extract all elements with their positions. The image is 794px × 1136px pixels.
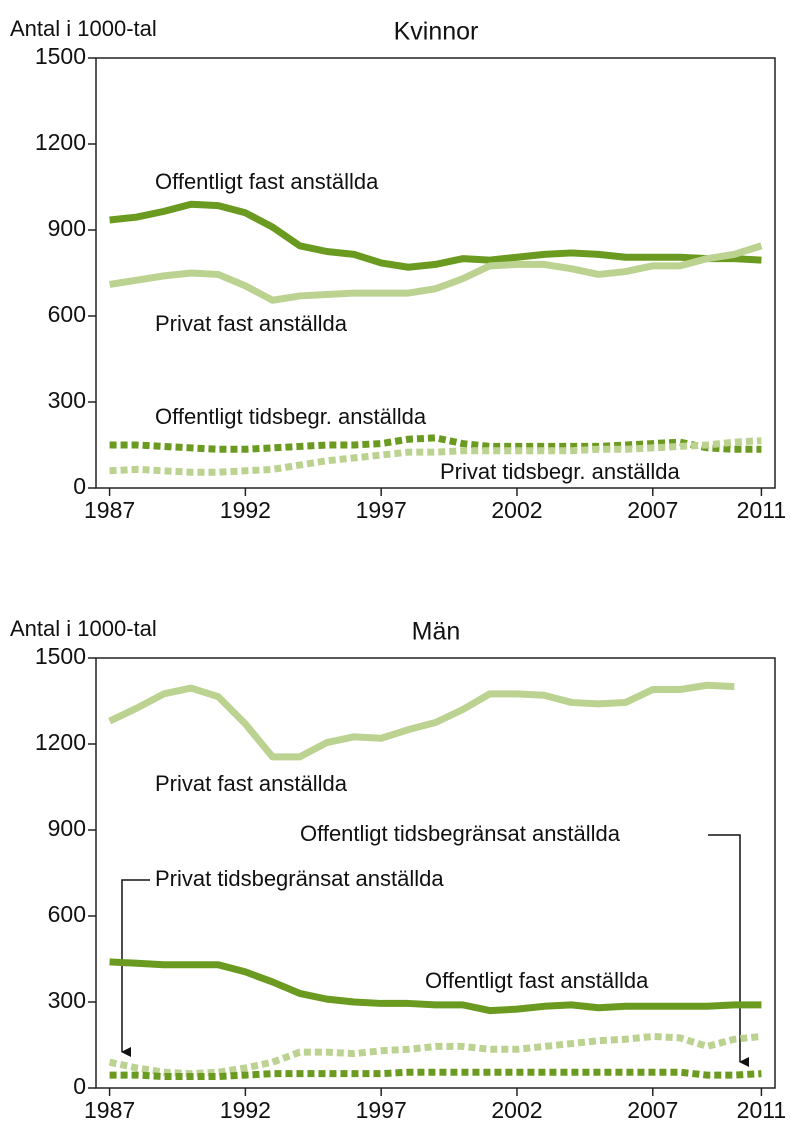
- series-label: Offentligt tidsbegr. anställda: [155, 404, 427, 429]
- x-tick-label: 2007: [627, 1097, 678, 1123]
- x-tick-label: 1992: [220, 497, 271, 523]
- line: [109, 437, 762, 476]
- x-tick-label: 2011: [737, 1097, 786, 1123]
- y-axis-label: Antal i 1000-tal: [10, 16, 157, 41]
- line: [109, 434, 762, 453]
- series-label: Offentligt fast anställda: [425, 968, 649, 993]
- chart-title: Män: [412, 618, 461, 646]
- x-tick-label: 1997: [356, 1097, 407, 1123]
- arrow: [708, 834, 749, 1067]
- x-tick-label: 1987: [84, 1097, 135, 1123]
- arrow: [121, 879, 150, 1057]
- plot-frame: [95, 657, 776, 1089]
- y-tick-label: 1200: [35, 729, 86, 755]
- y-tick-label: 600: [48, 301, 86, 327]
- y-tick-label: 300: [48, 387, 86, 413]
- y-tick-label: 900: [48, 215, 86, 241]
- arrows: [121, 834, 749, 1067]
- y-tick-label: 300: [48, 987, 86, 1013]
- x-tick-label: 2007: [627, 497, 678, 523]
- y-tick-label: 0: [73, 473, 86, 499]
- y-tick-label: 1500: [35, 43, 86, 69]
- y-tick-label: 600: [48, 901, 86, 927]
- x-tick-label: 1997: [356, 497, 407, 523]
- plot-frame: [95, 57, 776, 489]
- series-label: Privat tidsbegränsat anställda: [155, 866, 444, 891]
- series-label: Privat tidsbegr. anställda: [440, 459, 680, 484]
- x-tick-label: 2011: [737, 497, 786, 523]
- line: [108, 1032, 762, 1078]
- line: [109, 200, 762, 271]
- series-label: Offentligt fast anställda: [155, 169, 379, 194]
- x-tick-label: 2002: [491, 497, 542, 523]
- x-tick-label: 1987: [84, 497, 135, 523]
- x-tick-label: 2002: [491, 1097, 542, 1123]
- line: [109, 958, 762, 1015]
- y-tick-label: 1200: [35, 129, 86, 155]
- series-label: Privat fast anställda: [155, 771, 348, 796]
- line: [109, 1068, 762, 1081]
- y-tick-label: 1500: [35, 643, 86, 669]
- x-tick-label: 1992: [220, 1097, 271, 1123]
- chart-title: Kvinnor: [394, 18, 479, 46]
- y-axis-label: Antal i 1000-tal: [10, 616, 157, 641]
- line: [108, 681, 735, 761]
- series-label: Privat fast anställda: [155, 311, 348, 336]
- y-tick-label: 0: [73, 1073, 86, 1099]
- series-label: Offentligt tidsbegränsat anställda: [300, 821, 621, 846]
- line: [109, 242, 763, 304]
- y-tick-label: 900: [48, 815, 86, 841]
